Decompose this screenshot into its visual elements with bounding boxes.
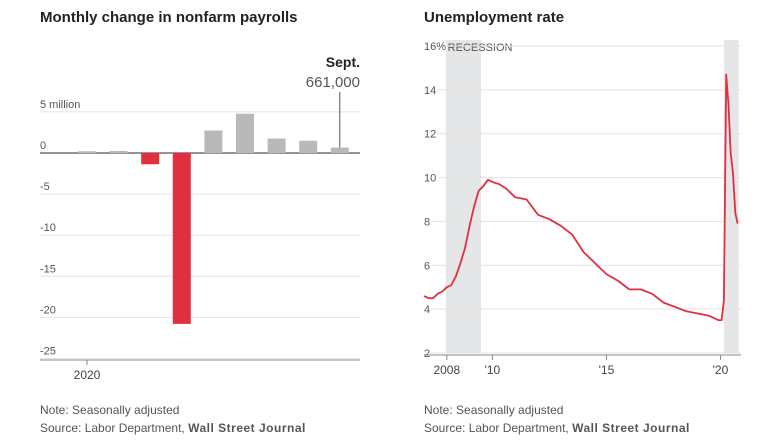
- payrolls-source-name: Wall Street Journal: [188, 421, 306, 435]
- payrolls-chart-title: Monthly change in nonfarm payrolls: [40, 9, 298, 26]
- y-tick-label: -10: [40, 222, 56, 234]
- annotation-month-label: Sept.: [326, 54, 360, 70]
- payrolls-bar-chart: 5 million 0 -5 -10 -15 -20 -25 2020 Sept. 661,000: [40, 54, 360, 382]
- recession-band: [445, 40, 482, 353]
- unemployment-note-text: Note: Seasonally adjusted: [424, 403, 564, 417]
- unemployment-chart-title: Unemployment rate: [424, 9, 565, 26]
- payrolls-note-text: Note: Seasonally adjusted: [40, 403, 180, 417]
- bar-sep: [330, 147, 349, 153]
- bar-apr: [172, 153, 191, 324]
- unemployment-source-line: Source: Labor Department, Wall Street Jo…: [424, 419, 690, 437]
- y-tick-label: 4: [424, 304, 430, 316]
- bar-aug: [299, 140, 318, 153]
- unemployment-rate-line: [423, 73, 739, 321]
- y-tick-label: 2: [424, 348, 430, 360]
- unemployment-source-name: Wall Street Journal: [572, 421, 690, 435]
- y-tick-label: 10: [424, 173, 436, 185]
- payrolls-source-prefix: Source: Labor Department,: [40, 421, 185, 435]
- unemployment-source-prefix: Source: Labor Department,: [424, 421, 569, 435]
- y-tick-label: 14: [424, 85, 436, 97]
- annotation-value-label: 661,000: [306, 74, 360, 91]
- y-tick-label: 16%: [424, 41, 446, 53]
- y-tick-label: -20: [40, 304, 56, 316]
- bar-jan: [78, 151, 96, 153]
- y-tick-label: -25: [40, 346, 56, 358]
- bar-jun: [236, 113, 254, 153]
- y-tick-label: -5: [40, 181, 50, 193]
- bar-feb: [109, 150, 128, 153]
- y-tick-label: 5 million: [40, 99, 80, 111]
- unemployment-note: Note: Seasonally adjusted Source: Labor …: [424, 401, 690, 437]
- payrolls-note: Note: Seasonally adjusted Source: Labor …: [40, 401, 306, 437]
- y-tick-label: 6: [424, 260, 430, 272]
- y-tick-label: 12: [424, 129, 436, 141]
- x-tick-label: '10: [485, 363, 501, 377]
- recession-label: RECESSION: [448, 42, 513, 54]
- payrolls-source-line: Source: Labor Department, Wall Street Jo…: [40, 419, 306, 437]
- x-tick-label: '20: [713, 363, 729, 377]
- x-tick-label: 2008: [433, 363, 460, 377]
- x-tick-label: '15: [599, 363, 615, 377]
- y-tick-label: 0: [40, 140, 46, 152]
- y-tick-label: -15: [40, 263, 56, 275]
- y-tick-label: 8: [424, 216, 430, 228]
- bar-jul: [267, 138, 286, 153]
- bar-mar: [141, 153, 160, 165]
- x-tick-label: 2020: [74, 368, 101, 382]
- recession-band: [723, 40, 739, 353]
- bar-may: [204, 130, 223, 153]
